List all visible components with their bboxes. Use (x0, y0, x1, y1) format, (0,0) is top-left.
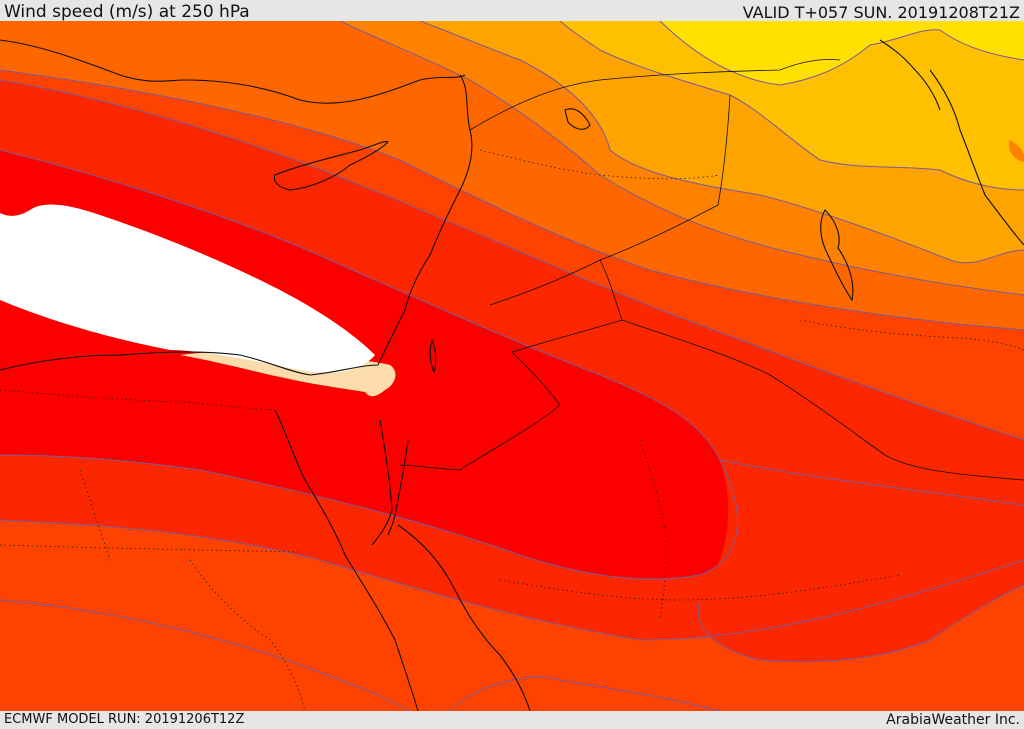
cyprus (273, 141, 389, 191)
arabia-red-sea-coast (397, 524, 531, 711)
valid-time-label: VALID T+057 SUN. 20191208T21Z (742, 3, 1020, 22)
persian-gulf-coast (929, 69, 1024, 246)
model-run-label: ECMWF MODEL RUN: 20191206T12Z (4, 712, 245, 727)
gulf-of-suez (371, 419, 393, 546)
wind-contours (0, 21, 1024, 711)
red-sea-west-coast (274, 409, 419, 711)
lake-van (564, 108, 591, 130)
gulf-of-aqaba (387, 439, 409, 536)
credit-label: ArabiaWeather Inc. (886, 712, 1020, 728)
persian-gulf-coast-2 (879, 39, 941, 111)
borders (399, 59, 1024, 481)
band-yellow (660, 21, 1024, 85)
north-africa-coast (0, 351, 379, 376)
band-amber-east (1009, 140, 1024, 162)
band-yellow-orange (560, 21, 1024, 190)
turkey-south-coast (184, 74, 466, 104)
coastlines (0, 39, 1024, 711)
internal-boundaries (0, 149, 1024, 711)
dead-sea (429, 338, 437, 374)
header-bar (0, 0, 1024, 21)
turkey-west-coast (0, 39, 186, 82)
caspian-tip-east (820, 209, 854, 302)
footer-bar (0, 711, 1024, 729)
band-red-east-lobe (698, 460, 1024, 662)
band-white-core (0, 204, 375, 373)
levant-coast (377, 74, 473, 366)
wind-speed-map (0, 21, 1024, 711)
map-title: Wind speed (m/s) at 250 hPa (4, 2, 250, 22)
